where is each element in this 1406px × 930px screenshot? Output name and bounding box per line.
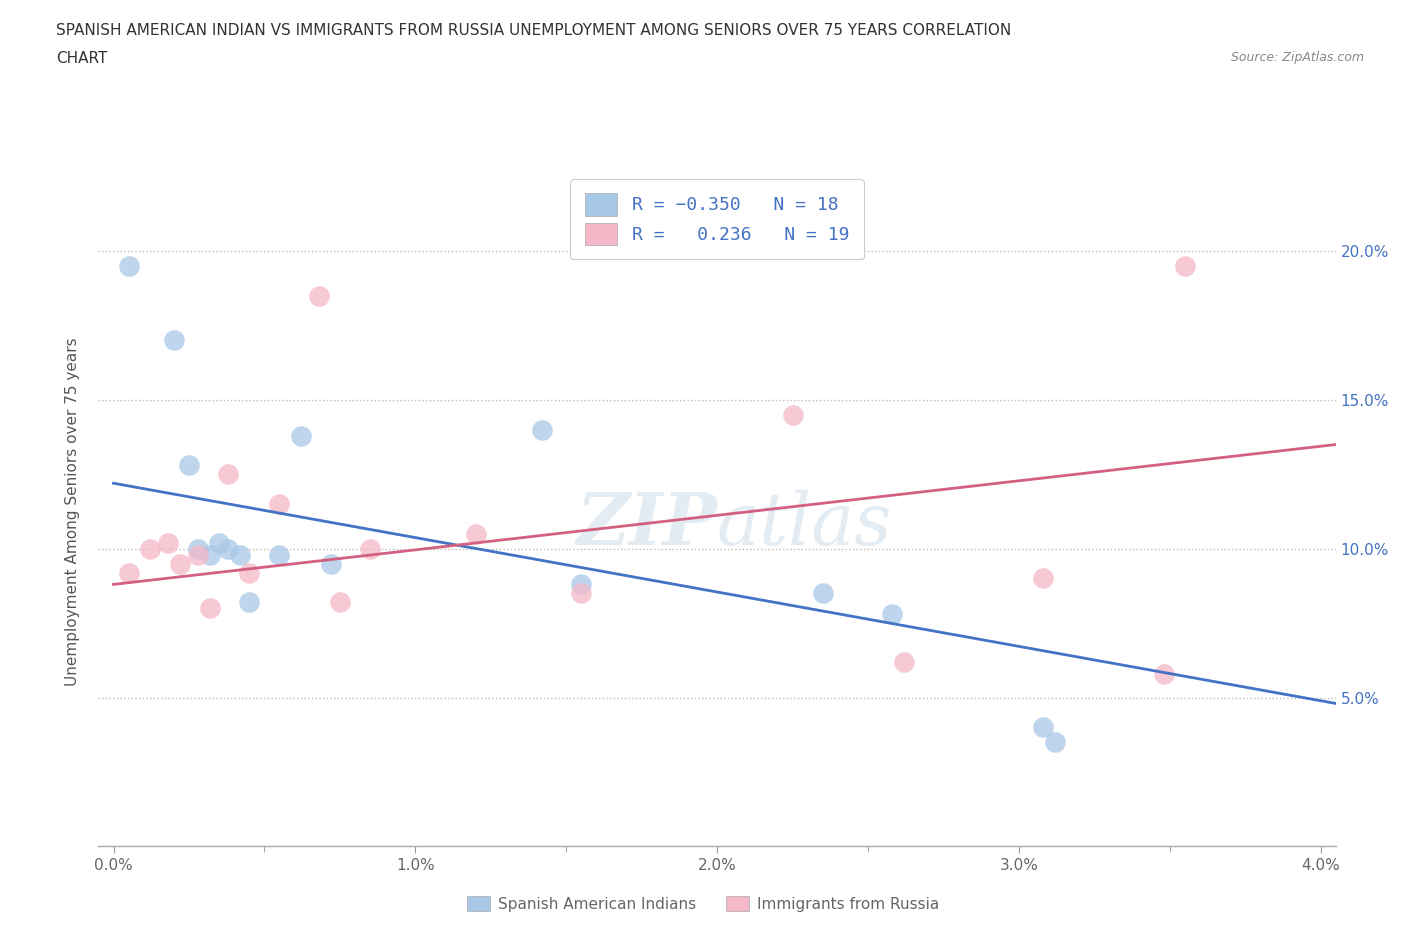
Point [156, 536, 179, 551]
Point [117, 565, 139, 580]
Point [269, 547, 291, 562]
Text: Source: ZipAtlas.com: Source: ZipAtlas.com [1230, 51, 1364, 64]
Point [1043, 735, 1066, 750]
Text: SPANISH AMERICAN INDIAN VS IMMIGRANTS FROM RUSSIA UNEMPLOYMENT AMONG SENIORS OVE: SPANISH AMERICAN INDIAN VS IMMIGRANTS FR… [56, 23, 1011, 38]
Point [238, 565, 260, 580]
Legend: R = −0.350   N = 18, R =   0.236   N = 19: R = −0.350 N = 18, R = 0.236 N = 19 [571, 179, 863, 259]
Point [893, 655, 915, 670]
Point [1032, 571, 1054, 586]
Point [329, 595, 352, 610]
Point [290, 428, 312, 443]
Point [198, 547, 221, 562]
Point [1153, 666, 1175, 681]
Point [1174, 259, 1197, 273]
Point [569, 577, 592, 591]
Point [782, 407, 804, 422]
Point [319, 556, 342, 571]
Point [169, 556, 191, 571]
Legend: Spanish American Indians, Immigrants from Russia: Spanish American Indians, Immigrants fro… [461, 889, 945, 918]
Text: ZIP: ZIP [576, 489, 717, 561]
Point [359, 541, 381, 556]
Point [464, 526, 486, 541]
Point [217, 541, 239, 556]
Point [138, 541, 160, 556]
Point [308, 288, 330, 303]
Point [198, 601, 221, 616]
Point [811, 586, 834, 601]
Point [117, 259, 139, 273]
Point [187, 547, 209, 562]
Point [163, 333, 186, 348]
Point [217, 467, 239, 482]
Point [229, 547, 252, 562]
Point [187, 541, 209, 556]
Point [238, 595, 260, 610]
Text: atlas: atlas [717, 489, 893, 560]
Point [880, 606, 903, 621]
Point [531, 422, 554, 437]
Y-axis label: Unemployment Among Seniors over 75 years: Unemployment Among Seniors over 75 years [65, 338, 80, 685]
Point [269, 497, 291, 512]
Point [1032, 720, 1054, 735]
Point [208, 536, 231, 551]
Point [177, 458, 200, 472]
Point [569, 586, 592, 601]
Text: CHART: CHART [56, 51, 108, 66]
